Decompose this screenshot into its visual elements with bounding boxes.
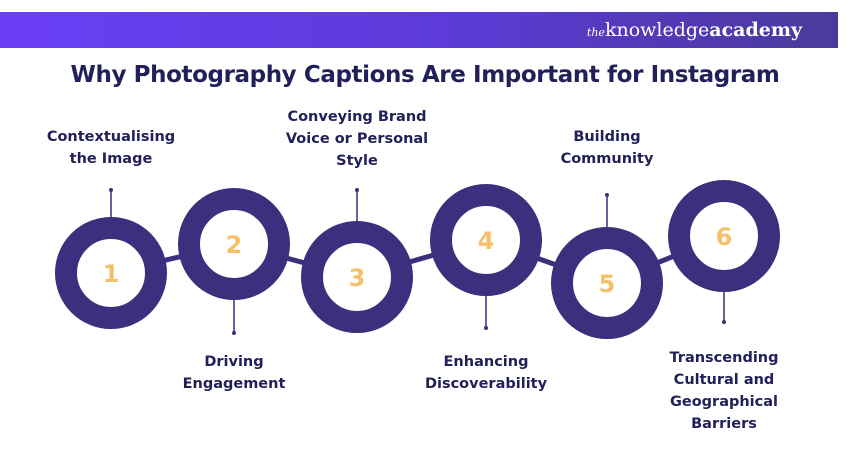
step-number-2: 2: [226, 231, 243, 259]
step-number-3: 3: [349, 264, 366, 292]
step-label-4: Enhancing Discoverability: [386, 351, 586, 395]
step-label-line: the Image: [69, 151, 153, 167]
step-label-line: Geographical: [669, 394, 779, 410]
step-label-line: Style: [336, 153, 378, 169]
step-ring-6: [668, 180, 780, 292]
step-label-line: Conveying Brand: [287, 109, 427, 125]
page-title: Why Photography Captions Are Important f…: [70, 62, 780, 88]
step-number-1: 1: [103, 260, 120, 288]
step-ring-4: [430, 184, 542, 296]
step-label-line: Discoverability: [424, 376, 548, 392]
step-ring-3: [301, 221, 413, 333]
step-label-line: Barriers: [691, 416, 757, 432]
step-label-line: Contextualising: [46, 129, 176, 145]
tick-dot-1: [109, 188, 113, 192]
brand-logo: theknowledgeacademy: [586, 19, 802, 41]
step-label-1: Contextualising the Image: [11, 126, 211, 170]
step-label-line: Cultural and: [673, 372, 775, 388]
step-label-line: Enhancing: [443, 354, 529, 370]
step-number-4: 4: [478, 227, 495, 255]
step-ring-5: [551, 227, 663, 339]
tick-dot-6: [722, 320, 726, 324]
brand-banner: theknowledgeacademy: [0, 12, 838, 48]
step-ring-2: [178, 188, 290, 300]
tick-dot-5: [605, 193, 609, 197]
step-label-2: Driving Engagement: [134, 351, 334, 395]
step-label-line: Driving: [204, 354, 264, 370]
step-number-5: 5: [599, 270, 616, 298]
tick-dot-4: [484, 326, 488, 330]
step-label-line: Transcending: [669, 350, 779, 366]
step-number-6: 6: [716, 223, 733, 251]
step-label-line: Building: [573, 129, 641, 145]
step-label-3: Conveying Brand Voice or Personal Style: [257, 106, 457, 172]
step-ring-1: [55, 217, 167, 329]
tick-dot-2: [232, 331, 236, 335]
step-label-line: Voice or Personal: [285, 131, 429, 147]
step-label-line: Community: [560, 151, 654, 167]
step-label-6: Transcending Cultural and Geographical Barr…: [624, 347, 824, 435]
step-label-line: Engagement: [182, 376, 286, 392]
step-label-5: Building Community: [507, 126, 707, 170]
tick-dot-3: [355, 188, 359, 192]
